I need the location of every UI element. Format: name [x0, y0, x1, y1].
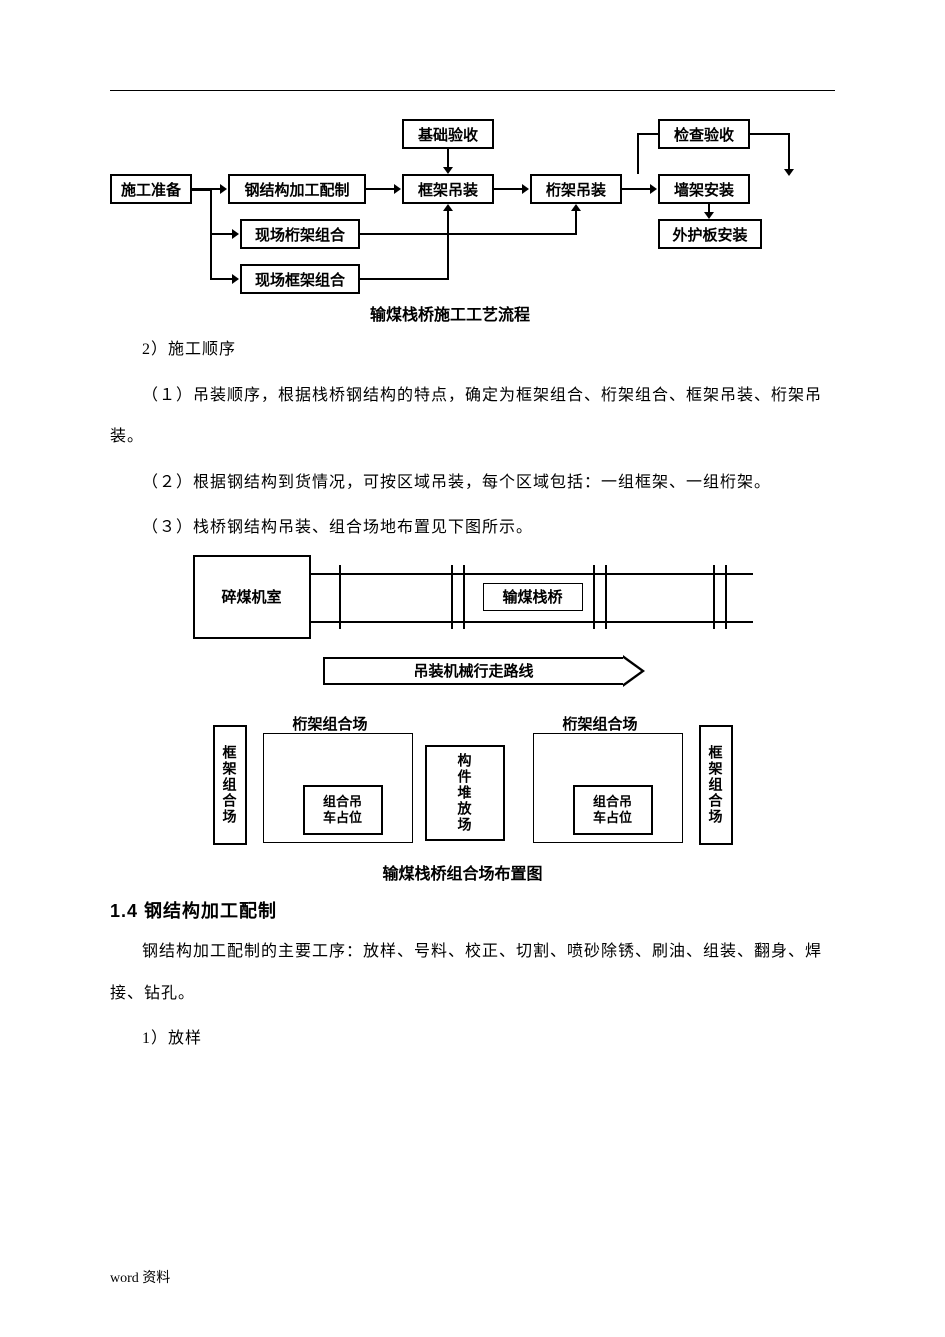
fc1-edge	[360, 278, 448, 280]
fc1-node-label: 桁架吊装	[546, 179, 606, 200]
fc2-crane-right: 组合吊 车占位	[573, 785, 653, 835]
site-layout-diagram: 碎煤机室 输煤栈桥 吊装机械行走路线 框架组合场 框架组合场 桁架组合场	[193, 555, 753, 885]
fc1-edge	[788, 133, 790, 169]
fc1-edge	[447, 211, 449, 280]
fc2-pier	[593, 565, 595, 629]
fc1-edge	[494, 188, 522, 190]
fc1-edge	[360, 233, 576, 235]
fc1-edge	[447, 149, 449, 167]
paragraph: 钢结构加工配制的主要工序：放样、号料、校正、切割、喷砂除锈、刷油、组装、翻身、焊…	[110, 931, 835, 1014]
fc1-node-panel: 外护板安装	[658, 219, 762, 249]
fc2-pier	[463, 565, 465, 629]
fc1-edge	[750, 133, 790, 135]
footer-text: word 资料	[110, 1267, 170, 1287]
fc1-node-label: 现场桁架组合	[255, 224, 345, 245]
fc2-label: 框架组合场	[220, 745, 240, 825]
fc2-arrow-head-icon	[623, 655, 645, 687]
document-page: 施工准备 钢结构加工配制 框架吊装 桁架吊装 墙架安装 基础验收 检查验收 现场…	[0, 0, 945, 1337]
fc1-edge	[637, 133, 639, 174]
fc2-bridge-line	[311, 621, 753, 623]
paragraph: 2）施工顺序	[110, 329, 835, 371]
fc1-node-label: 检查验收	[674, 124, 734, 145]
fc1-node-frame: 框架吊装	[402, 174, 494, 204]
fc2-arrow-label: 吊装机械行走路线	[413, 660, 533, 681]
fc2-pier	[725, 565, 727, 629]
fc1-node-site-f: 现场框架组合	[240, 264, 360, 294]
fc2-pier	[713, 565, 715, 629]
paragraph: （２）根据钢结构到货情况，可按区域吊装，每个区域包括：一组框架、一组桁架。	[110, 462, 835, 504]
fc1-edge	[366, 188, 394, 190]
body-text: 2）施工顺序 （１）吊装顺序，根据栈桥钢结构的特点，确定为框架组合、桁架组合、框…	[110, 329, 835, 549]
fc2-label: 组合吊 车占位	[323, 794, 362, 825]
fc2-bridge-line	[311, 573, 753, 575]
fc1-edge	[708, 204, 710, 212]
fc2-label: 构件堆放场	[455, 753, 475, 833]
fc1-node-label: 钢结构加工配制	[244, 179, 349, 200]
fc1-node-label: 基础验收	[418, 124, 478, 145]
fc1-node-inspect: 检查验收	[658, 119, 750, 149]
fc1-caption: 输煤栈桥施工工艺流程	[370, 301, 530, 325]
fc1-edge	[192, 189, 210, 191]
fc1-node-prep: 施工准备	[110, 174, 192, 204]
fc2-bridge-label: 输煤栈桥	[483, 583, 583, 611]
paragraph: （１）吊装顺序，根据栈桥钢结构的特点，确定为框架组合、桁架组合、框架吊装、桁架吊…	[110, 375, 835, 458]
fc2-truss-label-right: 桁架组合场	[563, 713, 638, 734]
top-rule	[110, 90, 835, 91]
fc1-node-label: 墙架安装	[674, 179, 734, 200]
fc1-node-found: 基础验收	[402, 119, 494, 149]
body-text-2: 钢结构加工配制的主要工序：放样、号料、校正、切割、喷砂除锈、刷油、组装、翻身、焊…	[110, 931, 835, 1060]
fc2-travel-arrow: 吊装机械行走路线	[323, 657, 623, 685]
fc2-stack-yard: 构件堆放场	[425, 745, 505, 841]
fc1-node-label: 施工准备	[121, 179, 181, 200]
fc1-edge	[622, 188, 650, 190]
fc1-node-label: 外护板安装	[672, 224, 747, 245]
process-flowchart: 施工准备 钢结构加工配制 框架吊装 桁架吊装 墙架安装 基础验收 检查验收 现场…	[110, 119, 835, 319]
heading-1-4: 1.4 钢结构加工配制	[110, 897, 835, 923]
fc2-caption: 输煤栈桥组合场布置图	[383, 860, 543, 884]
fc2-crane-left: 组合吊 车占位	[303, 785, 383, 835]
fc2-frame-yard-left: 框架组合场	[213, 725, 247, 845]
fc1-edge	[210, 278, 232, 280]
fc1-node-truss: 桁架吊装	[530, 174, 622, 204]
fc2-label: 组合吊 车占位	[593, 794, 632, 825]
fc2-label: 输煤栈桥	[502, 586, 562, 607]
fc2-pier	[605, 565, 607, 629]
paragraph: 1）放样	[110, 1018, 835, 1060]
fc1-node-label: 现场框架组合	[255, 269, 345, 290]
fc1-node-site-t: 现场桁架组合	[240, 219, 360, 249]
fc1-edge	[210, 233, 232, 235]
fc2-pier	[451, 565, 453, 629]
fc1-node-wall: 墙架安装	[658, 174, 750, 204]
fc2-coal-room: 碎煤机室	[193, 555, 311, 639]
fc2-pier	[339, 565, 341, 629]
fc1-node-label: 框架吊装	[418, 179, 478, 200]
fc2-label: 框架组合场	[706, 745, 726, 825]
fc2-label: 碎煤机室	[221, 586, 281, 607]
fc2-truss-label-left: 桁架组合场	[293, 713, 368, 734]
paragraph: （３）栈桥钢结构吊装、组合场地布置见下图所示。	[110, 507, 835, 549]
fc1-edge	[575, 211, 577, 235]
fc2-frame-yard-right: 框架组合场	[699, 725, 733, 845]
fc1-edge	[637, 133, 658, 135]
fc1-node-fab: 钢结构加工配制	[228, 174, 366, 204]
